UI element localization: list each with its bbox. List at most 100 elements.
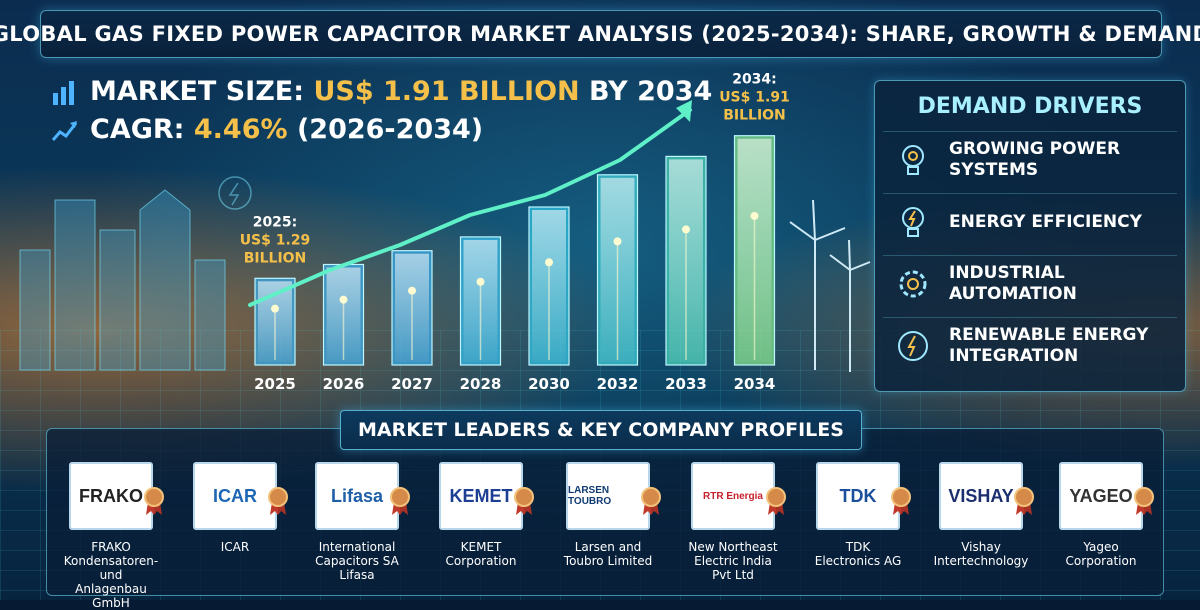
driver-line: RENEWABLE ENERGY — [949, 325, 1149, 345]
company-name-line: Corporation — [1065, 554, 1137, 568]
driver-line: AUTOMATION — [949, 284, 1077, 304]
tick-label-2034: 2034 — [734, 375, 776, 393]
company-name-line: KEMET — [460, 540, 502, 554]
company-name-line: Kondensatoren-und — [63, 554, 159, 582]
company-name-line: Yageo — [1083, 540, 1119, 554]
company-name-line: Electric India — [694, 554, 772, 568]
company-name: ICAR — [180, 540, 290, 554]
trend-arrowhead — [676, 100, 692, 122]
award-medal-icon — [390, 487, 410, 515]
company-logo: LARSEN TOUBRO — [566, 462, 661, 530]
company-card[interactable]: ICAR ICAR — [180, 462, 290, 554]
company-name-line: Larsen and — [574, 540, 642, 554]
demand-drivers-panel: DEMAND DRIVERS GROWING POWER SYSTEMS ENER… — [874, 80, 1186, 392]
driver-energy-efficiency: ENERGY EFFICIENCY — [883, 193, 1177, 250]
company-name-line: New Northeast — [688, 540, 778, 554]
company-card[interactable]: RTR Energia New Northeast Electric India Pv… — [678, 462, 788, 582]
company-card[interactable]: Lifasa International Capacitors SA Lifasa — [302, 462, 412, 582]
company-name-line: Anlagenbau GmbH — [75, 582, 147, 610]
company-name: International Capacitors SA Lifasa — [302, 540, 412, 582]
market-leaders-title-banner: MARKET LEADERS & KEY COMPANY PROFILES — [340, 410, 862, 450]
company-name-line: International — [318, 540, 396, 554]
award-medal-icon — [144, 487, 164, 515]
driver-renewable-energy-integration: RENEWABLE ENERGY INTEGRATION — [883, 317, 1177, 374]
driver-industrial-automation: INDUSTRIAL AUTOMATION — [883, 255, 1177, 312]
bar-chart-icon — [53, 80, 74, 105]
company-name: Yageo Corporation — [1046, 540, 1156, 568]
company-name-line: FRAKO — [91, 540, 131, 554]
company-logo: YAGEO — [1059, 462, 1154, 530]
company-logo-text: KEMET — [449, 485, 513, 506]
title-banner: GLOBAL GAS FIXED POWER CAPACITOR MARKET … — [0, 10, 1200, 58]
award-medal-icon — [766, 487, 786, 515]
market-size-stat: MARKET SIZE: US$ 1.91 BILLION BY 2034 — [90, 76, 712, 107]
company-name: Vishay Intertechnology — [926, 540, 1036, 568]
award-medal-icon — [1134, 487, 1154, 515]
cagr-suffix: (2026-2034) — [287, 114, 484, 145]
company-card[interactable]: TDK TDK Electronics AG — [803, 462, 913, 568]
annotation-2025: 2025: — [253, 214, 298, 230]
award-medal-icon — [891, 487, 911, 515]
company-logo-text: FRAKO — [79, 485, 143, 506]
growth-chart-icon — [51, 120, 78, 141]
cagr-value: 4.46% — [193, 114, 288, 145]
company-name: KEMET Corporation — [426, 540, 536, 568]
driver-growing-power-systems: GROWING POWER SYSTEMS — [883, 131, 1177, 188]
lightbulb-gear-icon — [902, 145, 924, 175]
company-logo: RTR Energia — [691, 462, 786, 530]
tick-label-2026: 2026 — [323, 375, 365, 393]
company-logo: Lifasa — [315, 462, 410, 530]
cagr-stat: CAGR: 4.46% (2026-2034) — [90, 114, 483, 145]
lightbulb-bolt-icon — [902, 207, 924, 237]
company-logo-text: VISHAY — [948, 485, 1014, 506]
company-name-line: Electronics AG — [814, 554, 902, 568]
company-name: Larsen and Toubro Limited — [553, 540, 663, 568]
company-card[interactable]: VISHAY Vishay Intertechnology — [926, 462, 1036, 568]
annotation-2034: 2034: — [732, 72, 777, 88]
cagr-row: CAGR: 4.46% (2026-2034) — [50, 114, 483, 145]
company-name-line: Corporation — [445, 554, 517, 568]
plug-bolt-icon — [898, 331, 928, 361]
annotation-2034: BILLION — [723, 108, 786, 124]
company-logo-text: RTR Energia — [702, 490, 763, 502]
company-name-line: Pvt Ltd — [712, 568, 754, 582]
tick-label-2028: 2028 — [460, 375, 502, 393]
company-logo-text: TDK — [839, 485, 877, 506]
company-logo: TDK — [816, 462, 911, 530]
tick-label-2033: 2033 — [665, 375, 707, 393]
market-leaders-title: MARKET LEADERS & KEY COMPANY PROFILES — [358, 419, 844, 441]
company-logo-text: YAGEO — [1069, 485, 1133, 506]
company-logo: KEMET — [439, 462, 534, 530]
tick-label-2032: 2032 — [597, 375, 639, 393]
company-name: TDK Electronics AG — [803, 540, 913, 568]
market-size-row: MARKET SIZE: US$ 1.91 BILLION BY 2034 — [50, 76, 712, 107]
company-card[interactable]: KEMET KEMET Corporation — [426, 462, 536, 568]
company-name-line: Lifasa — [339, 568, 375, 582]
company-name-line: Intertechnology — [933, 554, 1029, 568]
award-medal-icon — [1014, 487, 1034, 515]
page-title: GLOBAL GAS FIXED POWER CAPACITOR MARKET … — [0, 22, 1200, 46]
company-logo: VISHAY — [939, 462, 1034, 530]
company-card[interactable]: LARSEN TOUBRO Larsen and Toubro Limited — [553, 462, 663, 568]
award-medal-icon — [268, 487, 288, 515]
gear-wrench-icon — [899, 270, 927, 298]
tick-label-2025: 2025 — [254, 375, 296, 393]
company-card[interactable]: YAGEO Yageo Corporation — [1046, 462, 1156, 568]
cagr-label: CAGR: — [90, 114, 194, 145]
driver-line: INDUSTRIAL — [949, 263, 1065, 283]
annotation-2025: US$ 1.29 — [240, 232, 311, 248]
driver-line: GROWING POWER — [949, 139, 1121, 159]
company-name: New Northeast Electric India Pvt Ltd — [678, 540, 788, 582]
company-name-line: Vishay — [961, 540, 1001, 554]
company-card[interactable]: FRAKO FRAKO Kondensatoren-und Anlagenbau Gm… — [56, 462, 166, 610]
award-medal-icon — [641, 487, 661, 515]
annotation-2025: BILLION — [244, 250, 307, 266]
tick-label-2027: 2027 — [391, 375, 433, 393]
tick-label-2030: 2030 — [528, 375, 570, 393]
company-name-line: ICAR — [220, 540, 250, 554]
driver-line: SYSTEMS — [949, 160, 1039, 180]
company-name-line: TDK — [845, 540, 871, 554]
driver-line: INTEGRATION — [949, 346, 1079, 366]
